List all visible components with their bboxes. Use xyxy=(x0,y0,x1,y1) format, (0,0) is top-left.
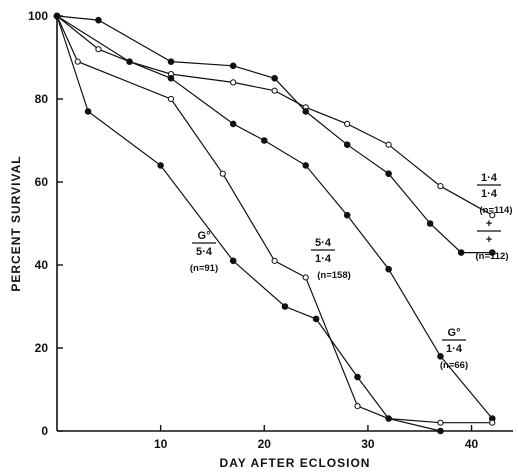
data-point xyxy=(344,120,351,128)
y-tick-label: 80 xyxy=(35,92,49,106)
series-line xyxy=(56,15,493,419)
y-tick-label: 40 xyxy=(35,258,49,272)
x-tick-label: 30 xyxy=(361,437,375,451)
data-point xyxy=(302,108,310,115)
data-point xyxy=(426,220,434,227)
data-point xyxy=(229,257,237,265)
y-tick-label: 20 xyxy=(35,341,49,355)
series-s5 xyxy=(56,15,444,435)
data-point xyxy=(229,120,237,128)
label-denominator: 5·4 xyxy=(196,246,213,258)
data-point xyxy=(354,403,361,410)
label-n: (n=158) xyxy=(317,270,351,281)
label-denominator: 1·4 xyxy=(481,188,498,200)
series-line xyxy=(56,15,441,432)
label-n: (n=114) xyxy=(479,205,512,216)
origin-point xyxy=(53,12,61,20)
data-point xyxy=(157,162,164,169)
data-point xyxy=(302,274,309,281)
data-point xyxy=(385,141,392,148)
data-point xyxy=(271,74,278,82)
label-n: (n=91) xyxy=(190,263,218,274)
label-numerator: G° xyxy=(198,230,211,242)
series-s1 xyxy=(56,15,496,219)
data-point xyxy=(489,212,496,219)
data-point xyxy=(354,373,361,381)
data-point xyxy=(312,315,320,323)
data-point xyxy=(385,415,392,422)
data-point xyxy=(271,87,278,94)
series-label-s3: G° 1·4 (n=66) xyxy=(440,327,468,371)
series-label-s5: G° 5·4 (n=91) xyxy=(190,230,218,274)
label-denominator: + xyxy=(486,234,492,246)
label-numerator: 1·4 xyxy=(481,172,498,184)
data-point xyxy=(260,137,268,144)
y-tick-label: 100 xyxy=(28,9,48,23)
series-line xyxy=(56,15,493,254)
series-label-s1: 1·4 1·4 (n=114) xyxy=(477,172,513,216)
label-denominator: 1·4 xyxy=(315,253,332,265)
data-point xyxy=(302,162,310,169)
data-point xyxy=(167,95,175,103)
series-line xyxy=(56,15,493,216)
data-point xyxy=(95,46,102,53)
label-denominator: 1·4 xyxy=(446,343,463,355)
data-point xyxy=(489,419,496,426)
label-n: (n=112) xyxy=(475,251,508,262)
data-point xyxy=(219,170,226,177)
data-point xyxy=(281,303,289,310)
data-point xyxy=(437,353,444,360)
data-point xyxy=(437,427,444,435)
y-axis-title: PERCENT SURVIVAL xyxy=(9,155,23,291)
data-point xyxy=(167,58,175,65)
x-axis-title: DAY AFTER ECLOSION xyxy=(220,456,371,470)
data-point xyxy=(457,249,465,256)
data-point xyxy=(385,265,392,273)
data-point xyxy=(343,141,351,148)
data-point xyxy=(167,74,175,82)
data-point xyxy=(437,419,444,426)
label-n: (n=66) xyxy=(440,360,468,371)
series-line xyxy=(56,15,493,424)
data-point xyxy=(95,16,102,24)
series-labels: 1·4 1·4 (n=114) + + (n=112) G° 1·4 (n=66) 5·4 1·4 (… xyxy=(190,172,513,371)
data-point xyxy=(488,249,496,256)
y-tick-label: 60 xyxy=(35,175,49,189)
series-label-s4: 5·4 1·4 (n=158) xyxy=(311,237,351,281)
x-tick-label: 20 xyxy=(258,437,272,451)
data-point xyxy=(437,183,444,190)
x-tick-label: 40 xyxy=(465,437,479,451)
data-point xyxy=(84,108,92,115)
label-numerator: + xyxy=(486,218,492,230)
series-s3 xyxy=(56,15,496,256)
data-point xyxy=(385,170,392,177)
data-point xyxy=(343,211,351,219)
x-tick-label: 10 xyxy=(154,437,168,451)
data-point xyxy=(74,58,81,65)
label-numerator: 5·4 xyxy=(315,237,332,249)
axes: 0 20 40 60 80 100 10 20 30 40 xyxy=(28,9,513,451)
data-point xyxy=(230,79,237,86)
data-point xyxy=(126,58,133,65)
y-tick-label: 0 xyxy=(41,424,48,438)
data-point xyxy=(271,257,278,264)
data-point xyxy=(229,62,237,70)
series-label-s2: + + (n=112) xyxy=(475,218,508,262)
series-layer xyxy=(53,12,496,435)
label-numerator: G° xyxy=(448,327,461,339)
